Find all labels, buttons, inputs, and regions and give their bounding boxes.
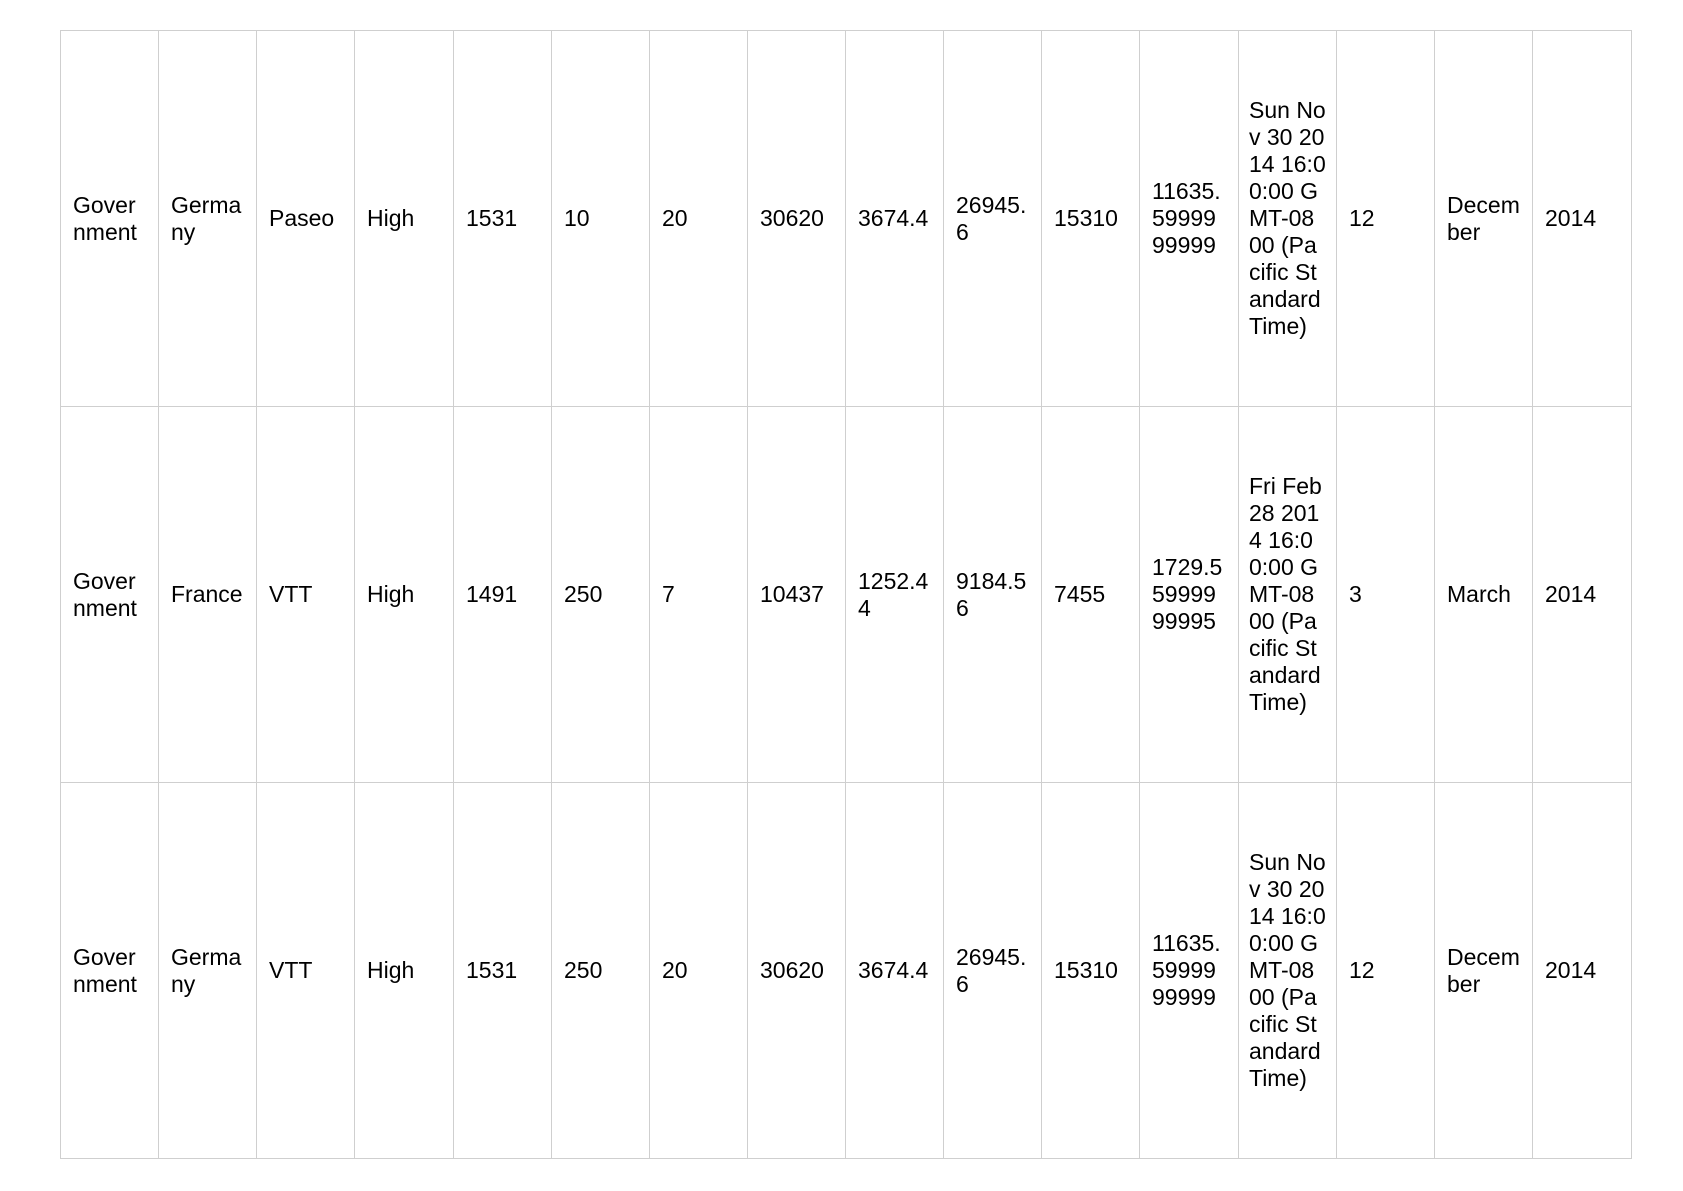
table-cell: 250 xyxy=(551,782,650,1159)
table-cell: Paseo xyxy=(256,30,355,407)
table-cell: 11635.5999999999 xyxy=(1139,30,1239,407)
table-cell: March xyxy=(1434,406,1533,783)
table-cell: 1531 xyxy=(453,30,552,407)
table-cell: Government xyxy=(60,30,159,407)
table-cell: 2014 xyxy=(1532,782,1632,1159)
table-row: Government France VTT High 1491 250 7 10… xyxy=(60,406,1632,783)
table-cell: 30620 xyxy=(747,30,846,407)
table-cell: 1491 xyxy=(453,406,552,783)
table-cell: 7455 xyxy=(1041,406,1140,783)
table-cell: 12 xyxy=(1336,30,1435,407)
table-cell: Government xyxy=(60,782,159,1159)
table-cell: 2014 xyxy=(1532,30,1632,407)
table-cell: High xyxy=(354,406,454,783)
table-cell: 26945.6 xyxy=(943,30,1042,407)
table-cell: France xyxy=(158,406,257,783)
table-cell: 3 xyxy=(1336,406,1435,783)
table-cell: 15310 xyxy=(1041,30,1140,407)
table-cell: 2014 xyxy=(1532,406,1632,783)
table-cell: 10437 xyxy=(747,406,846,783)
table-cell: 11635.5999999999 xyxy=(1139,782,1239,1159)
table-cell: Sun Nov 30 2014 16:00:00 GMT-0800 (Pacif… xyxy=(1238,30,1337,407)
table-cell: December xyxy=(1434,30,1533,407)
table-cell: VTT xyxy=(256,406,355,783)
table-cell: 3674.4 xyxy=(845,30,944,407)
table-cell: High xyxy=(354,30,454,407)
table-cell: Germany xyxy=(158,782,257,1159)
table-cell: 1531 xyxy=(453,782,552,1159)
table-cell: 20 xyxy=(649,782,748,1159)
table-cell: 250 xyxy=(551,406,650,783)
table-cell: 30620 xyxy=(747,782,846,1159)
table-cell: 12 xyxy=(1336,782,1435,1159)
data-table: Government Germany Paseo High 1531 10 20… xyxy=(60,30,1632,1159)
table-cell: High xyxy=(354,782,454,1159)
table-cell: 10 xyxy=(551,30,650,407)
table-cell: 3674.4 xyxy=(845,782,944,1159)
table-cell: Sun Nov 30 2014 16:00:00 GMT-0800 (Pacif… xyxy=(1238,782,1337,1159)
table-cell: 1729.55999999995 xyxy=(1139,406,1239,783)
table-cell: Germany xyxy=(158,30,257,407)
table-cell: 15310 xyxy=(1041,782,1140,1159)
table-cell: 9184.56 xyxy=(943,406,1042,783)
table-row: Government Germany VTT High 1531 250 20 … xyxy=(60,782,1632,1159)
table-cell: 1252.44 xyxy=(845,406,944,783)
table-cell: 20 xyxy=(649,30,748,407)
table-cell: Fri Feb 28 2014 16:00:00 GMT-0800 (Pacif… xyxy=(1238,406,1337,783)
table-cell: VTT xyxy=(256,782,355,1159)
table-cell: 7 xyxy=(649,406,748,783)
table-row: Government Germany Paseo High 1531 10 20… xyxy=(60,30,1632,407)
table-cell: Government xyxy=(60,406,159,783)
table-cell: 26945.6 xyxy=(943,782,1042,1159)
table-cell: December xyxy=(1434,782,1533,1159)
